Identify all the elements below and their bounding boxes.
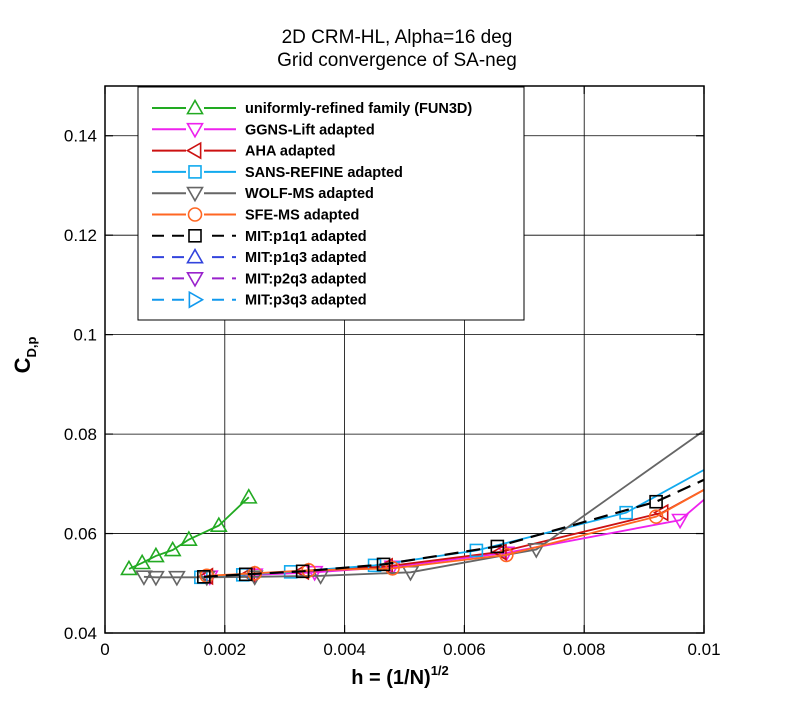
legend-marker-bg <box>186 162 204 181</box>
data-point <box>499 547 514 563</box>
legend-label: AHA adapted <box>245 144 336 160</box>
legend-label: uniformly-refined family (FUN3D) <box>245 101 472 117</box>
series-line <box>206 489 704 577</box>
x-axis-label-main: h = (1/N) <box>351 667 430 689</box>
data-point <box>120 559 138 576</box>
data-point <box>197 570 211 584</box>
data-point <box>239 488 258 504</box>
legend-marker-bg <box>186 248 204 267</box>
plot-frame <box>104 85 705 634</box>
x-tick-label: 0 <box>100 640 109 659</box>
legend-marker <box>185 141 202 160</box>
x-axis-label-sup: 1/2 <box>431 663 449 678</box>
series-layer <box>120 429 704 587</box>
y-axis-label-sub: D,p <box>24 337 39 358</box>
series-line <box>128 496 250 570</box>
y-tick-label: 0.1 <box>73 326 97 345</box>
data-point <box>179 530 198 546</box>
x-tick-label: 0.002 <box>204 640 247 659</box>
legend-label: SFE-MS adapted <box>245 208 359 224</box>
data-point <box>527 543 546 559</box>
legend-marker-bg <box>186 141 204 160</box>
legend-marker-bg <box>186 99 204 117</box>
legend-marker <box>188 229 202 243</box>
series-line <box>143 429 704 579</box>
legend-label: GGNS-Lift adapted <box>245 122 375 138</box>
legend-marker <box>186 186 204 203</box>
series-sfe-ms-adapted <box>199 489 704 584</box>
legend-marker-bg <box>186 290 204 309</box>
y-tick-label: 0.12 <box>64 226 97 245</box>
legend-marker <box>188 165 202 179</box>
legend-marker <box>186 98 204 115</box>
data-point <box>652 503 669 522</box>
legend-marker <box>187 207 203 222</box>
legend-label: MIT:p1q3 adapted <box>245 250 367 266</box>
y-tick-label: 0.08 <box>64 425 97 444</box>
legend-marker-bg <box>186 269 204 288</box>
data-point <box>168 570 186 587</box>
legend-marker-bg <box>186 184 204 203</box>
data-point <box>147 546 165 563</box>
data-point <box>147 570 165 587</box>
data-point <box>163 540 182 557</box>
x-tick-label: 0.01 <box>687 640 720 659</box>
series-mit-p1q1-adapted <box>197 478 704 584</box>
legend-marker <box>186 122 204 139</box>
x-axis-label: h = (1/N)1/2 <box>351 663 449 689</box>
axis-ticks: 0 0.002 0.004 0.006 0.008 0.01 0.04 0.06 0.08 0.1… <box>64 86 721 659</box>
y-tick-label: 0.06 <box>64 525 97 544</box>
data-point <box>209 516 228 533</box>
data-point <box>648 509 664 524</box>
series-uniformly-refined-family-fun3d <box>120 488 258 576</box>
data-point <box>649 494 663 509</box>
legend-label: SANS-REFINE adapted <box>245 165 403 181</box>
legend-marker <box>186 247 204 264</box>
legend-label: WOLF-MS adapted <box>245 186 374 202</box>
data-point <box>295 564 310 579</box>
y-axis-label-main: C <box>10 357 35 373</box>
legend-label: MIT:p3q3 adapted <box>245 293 367 309</box>
legend-marker <box>186 271 204 288</box>
data-point <box>133 553 152 570</box>
chart-title-line-1: 2D CRM-HL, Alpha=16 deg <box>282 27 513 48</box>
data-point <box>490 539 505 554</box>
legend-label: MIT:p2q3 adapted <box>245 271 367 287</box>
legend-marker-bg <box>186 226 204 245</box>
data-point <box>238 567 253 582</box>
x-tick-label: 0.004 <box>323 640 366 659</box>
data-point <box>671 513 689 530</box>
legend-marker-bg <box>186 120 204 139</box>
series-sans-refine-adapted <box>194 469 704 585</box>
y-tick-label: 0.04 <box>64 624 97 643</box>
data-point <box>376 557 391 572</box>
legend-label: MIT:p1q1 adapted <box>245 229 367 245</box>
y-axis-label: CD,p <box>10 337 39 374</box>
x-tick-label: 0.008 <box>563 640 606 659</box>
data-point <box>385 561 400 576</box>
x-tick-label: 0.006 <box>443 640 486 659</box>
legend-marker <box>188 290 205 309</box>
y-tick-label: 0.14 <box>64 127 97 146</box>
series-aha-adapted <box>197 489 704 586</box>
data-point <box>135 570 153 586</box>
chart-title-line-2: Grid convergence of SA-neg <box>277 50 517 71</box>
legend: uniformly-refined family (FUN3D) GGNS-Lif… <box>137 86 525 321</box>
series-line <box>203 478 704 578</box>
